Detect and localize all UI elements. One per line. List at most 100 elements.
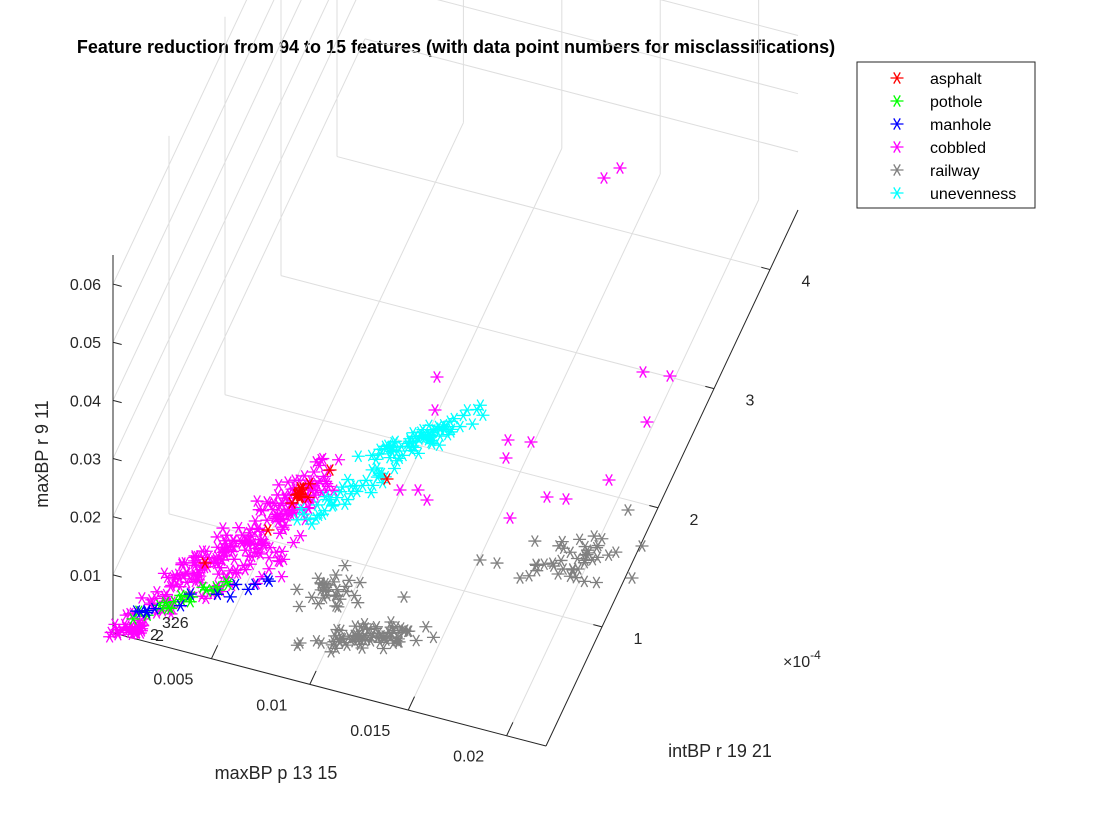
cobbled-point	[307, 466, 321, 478]
manhole-point	[248, 578, 262, 591]
cobbled-point	[393, 484, 407, 496]
cobbled-point	[210, 541, 224, 554]
legend-label: asphalt	[930, 71, 982, 88]
x-tick-label: 0.02	[453, 749, 484, 766]
y-exponent-power: -4	[810, 648, 821, 662]
unevenness-point	[460, 404, 474, 416]
railway-point	[309, 634, 323, 647]
cobbled-point	[243, 558, 257, 571]
unevenness-point	[476, 409, 490, 422]
railway-point	[329, 569, 343, 581]
z-tick-mark	[112, 516, 122, 520]
cobbled-point	[249, 577, 263, 590]
legend-marker-icon	[890, 164, 904, 176]
railway-point	[340, 639, 354, 652]
unevenness-point	[422, 419, 436, 432]
cobbled-point	[228, 566, 242, 579]
unevenness-point	[302, 513, 316, 526]
unevenness-point	[403, 435, 417, 448]
pothole-point	[174, 589, 188, 602]
cobbled-point	[613, 162, 627, 174]
legend-marker-icon	[890, 187, 904, 199]
legend-item-pothole: pothole	[890, 94, 983, 111]
grid-line-z-back	[437, 0, 799, 95]
z-tick-label: 0.04	[70, 393, 101, 410]
railway-point	[397, 591, 411, 603]
railway-point	[590, 551, 604, 564]
railway-point	[530, 564, 544, 577]
legend-label: cobbled	[930, 140, 986, 157]
cobbled-point	[272, 478, 286, 491]
x-axis-line	[112, 632, 547, 747]
railway-point	[351, 596, 365, 609]
railway-point	[327, 575, 341, 588]
y-tick-mark	[593, 624, 603, 628]
railway-point	[602, 549, 616, 562]
railway-point	[556, 563, 570, 575]
unevenness-point	[456, 409, 470, 422]
legend-label: unevenness	[930, 186, 1016, 203]
cobbled-point	[540, 491, 554, 503]
grid-line-z-side	[112, 0, 330, 459]
cobbled-point	[332, 453, 346, 466]
cobbled-point	[636, 366, 650, 378]
unevenness-point	[320, 493, 334, 506]
manhole-point	[174, 599, 188, 612]
cobbled-point	[420, 494, 434, 506]
unevenness-point	[290, 513, 304, 526]
unevenness-point	[364, 486, 378, 499]
axes	[112, 209, 799, 747]
annotation-label: 2	[155, 628, 164, 645]
cobbled-point	[275, 513, 289, 526]
pothole-point	[209, 580, 223, 593]
series-cobbled-outliers	[393, 162, 677, 524]
unevenness-point	[445, 423, 459, 436]
unevenness-point	[359, 474, 373, 487]
unevenness-point	[294, 502, 308, 515]
series-railway	[290, 616, 440, 658]
cobbled-point	[411, 484, 425, 496]
manhole-point	[262, 575, 276, 588]
series-railway	[290, 559, 367, 613]
railway-point	[426, 631, 440, 644]
cobbled-point	[104, 626, 118, 639]
asphalt-point	[198, 557, 212, 569]
cobbled-point	[305, 496, 319, 508]
z-tick-mark	[112, 399, 122, 404]
z-axis-label: maxBP r 9 11	[32, 400, 52, 507]
cobbled-point	[217, 542, 231, 555]
z-tick-label: 0.02	[70, 510, 101, 527]
cobbled-point	[430, 371, 444, 383]
legend-label: pothole	[930, 94, 983, 111]
cobbled-point	[135, 591, 149, 604]
unevenness-point	[401, 437, 415, 450]
railway-point	[609, 546, 623, 559]
railway-point	[391, 636, 405, 648]
series-pothole	[126, 575, 235, 625]
asphalt-point	[301, 491, 315, 504]
cobbled-point	[257, 537, 271, 550]
cobbled-point	[236, 559, 250, 572]
x-tick-label: 0.005	[153, 672, 193, 689]
manhole-point	[241, 583, 255, 596]
z-tick-label: 0.06	[70, 277, 101, 294]
unevenness-point	[373, 448, 387, 460]
cobbled-point	[225, 540, 239, 553]
cobbled-point	[284, 507, 298, 520]
unevenness-point	[312, 509, 326, 522]
railway-point	[566, 563, 580, 576]
railway-point	[364, 634, 378, 647]
series-cobbled	[104, 619, 150, 641]
unevenness-point	[318, 504, 332, 517]
asphalt-point	[380, 473, 394, 485]
railway-point	[348, 620, 362, 633]
cobbled-point	[176, 569, 190, 582]
railway-point	[547, 560, 561, 573]
unevenness-point	[350, 485, 364, 498]
y-tick-mark	[761, 266, 771, 271]
railway-point	[419, 620, 433, 633]
manhole-point	[229, 578, 243, 591]
railway-point	[552, 539, 566, 552]
series-railway	[490, 530, 623, 589]
